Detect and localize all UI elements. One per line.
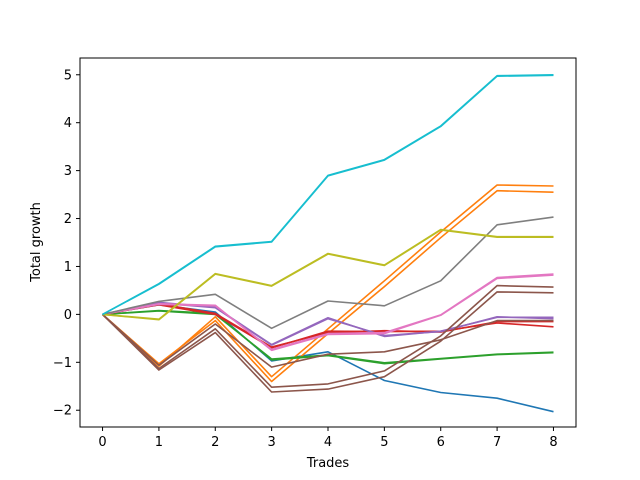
plot-lines <box>101 74 554 413</box>
y-tick-label: 4 <box>64 116 72 131</box>
y-tick-label: 3 <box>64 164 72 179</box>
x-tick-label: 1 <box>155 435 163 450</box>
x-tick-label: 6 <box>437 435 445 450</box>
x-tick-label: 0 <box>98 435 106 450</box>
series-line-19 <box>102 74 554 316</box>
y-axis-label: Total growth <box>29 202 44 283</box>
y-tick-label: 2 <box>64 212 72 227</box>
series-line-7 <box>102 302 554 348</box>
series-line-3 <box>101 184 554 378</box>
series-line-11 <box>101 284 554 389</box>
x-tick-label: 8 <box>549 435 557 450</box>
y-tick-label: −2 <box>53 404 72 419</box>
x-tick-label: 2 <box>211 435 219 450</box>
plot-frame <box>79 57 577 428</box>
x-tick-label: 3 <box>267 435 275 450</box>
series-line-13 <box>102 274 554 352</box>
x-axis: 0 1 2 3 4 5 6 7 8 <box>98 427 558 450</box>
series-line-5 <box>102 310 554 364</box>
y-axis: −2 −1 0 1 2 3 4 5 <box>53 68 80 419</box>
series-line-17 <box>102 229 554 321</box>
y-tick-label: −1 <box>53 356 72 371</box>
x-tick-label: 5 <box>380 435 388 450</box>
x-tick-label: 7 <box>493 435 501 450</box>
series-line-15 <box>102 216 554 330</box>
series-line-10 <box>101 291 554 393</box>
y-tick-label: 5 <box>64 68 72 83</box>
x-tick-label: 4 <box>324 435 332 450</box>
series-line-12 <box>101 313 554 368</box>
x-axis-label: Trades <box>306 456 350 471</box>
y-tick-label: 1 <box>64 260 72 275</box>
y-tick-label: 0 <box>64 308 72 323</box>
